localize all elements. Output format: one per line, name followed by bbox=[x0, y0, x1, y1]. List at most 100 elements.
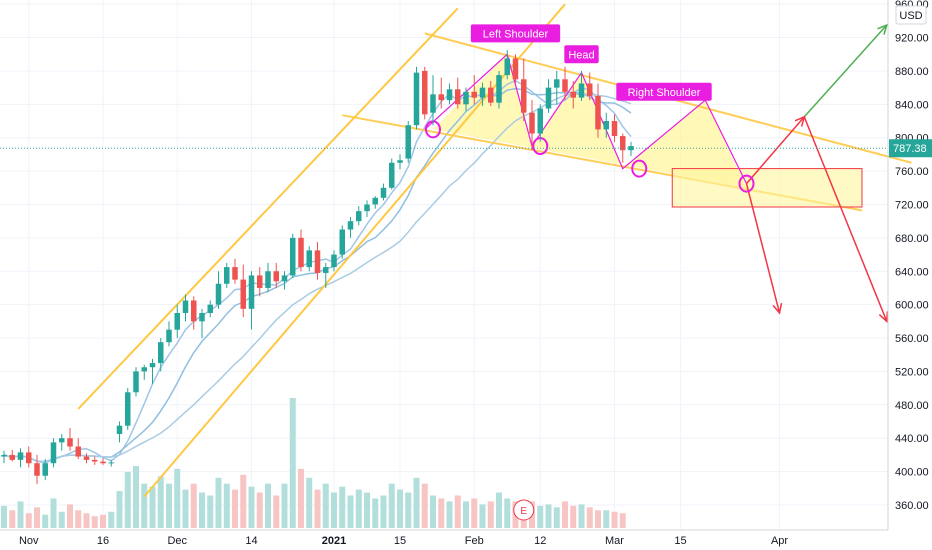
candle-body bbox=[207, 304, 213, 313]
candle-body bbox=[389, 162, 395, 188]
volume-bar bbox=[289, 398, 296, 528]
candle-body bbox=[298, 237, 304, 268]
time-tick-label: 14 bbox=[245, 535, 257, 547]
drawings: E bbox=[77, 3, 912, 521]
time-tick-label: 15 bbox=[394, 535, 406, 547]
candle-body bbox=[281, 275, 288, 282]
volume-bar bbox=[116, 491, 123, 528]
candle-body bbox=[496, 75, 502, 103]
time-tick-label: Dec bbox=[167, 535, 187, 547]
channel-upper-line bbox=[77, 7, 459, 410]
candle-body bbox=[587, 83, 593, 96]
volume-bar bbox=[174, 468, 181, 528]
volume-bar bbox=[372, 498, 379, 528]
candle-body bbox=[34, 463, 40, 476]
candle-body bbox=[273, 271, 279, 282]
candle-body bbox=[488, 87, 494, 103]
volume-bar bbox=[487, 501, 494, 528]
volume-bar bbox=[166, 483, 172, 528]
candle-body bbox=[83, 456, 90, 460]
pattern-fill-area bbox=[433, 54, 747, 188]
volume-bar bbox=[17, 501, 24, 528]
candle-body bbox=[116, 425, 123, 435]
volume-bar bbox=[108, 511, 115, 528]
volume-bar bbox=[265, 483, 271, 528]
volume-bar bbox=[446, 501, 453, 528]
volume-bar bbox=[124, 471, 131, 528]
annotation-label: Left Shoulder bbox=[483, 28, 549, 40]
volume-bar bbox=[496, 492, 502, 528]
volume-bar bbox=[413, 477, 420, 528]
volume-bar bbox=[25, 513, 32, 528]
candle-body bbox=[380, 187, 387, 198]
volume-bar bbox=[562, 501, 568, 528]
arrow-head-icon bbox=[772, 303, 783, 315]
annotation-label-bg bbox=[564, 45, 599, 64]
candle-body bbox=[422, 70, 428, 115]
volume-bar bbox=[232, 489, 238, 528]
candle-body bbox=[529, 112, 535, 134]
volume-bar bbox=[537, 505, 544, 528]
candle-body bbox=[59, 438, 65, 443]
price-tick-label: 720.00 bbox=[895, 199, 929, 211]
price-tick-label: 520.00 bbox=[895, 366, 929, 378]
grid bbox=[0, 0, 888, 530]
price-tick-label: 920.00 bbox=[895, 33, 929, 45]
price-tick-label: 640.00 bbox=[895, 266, 929, 278]
candle-body bbox=[42, 463, 48, 476]
time-tick-label: Nov bbox=[19, 535, 39, 547]
volume-bar bbox=[207, 495, 214, 528]
volume-bar bbox=[91, 516, 98, 528]
candle-body bbox=[166, 329, 172, 343]
volume-bar bbox=[619, 513, 626, 528]
volume-bar bbox=[281, 483, 288, 528]
volume-bar bbox=[75, 510, 82, 528]
candles bbox=[1, 50, 634, 485]
pivot-circle bbox=[738, 174, 755, 193]
annotation-label: Right Shoulder bbox=[628, 87, 701, 99]
volume-bar bbox=[149, 486, 156, 528]
price-tick-label: 600.00 bbox=[895, 300, 929, 312]
volume-bar bbox=[430, 495, 436, 528]
time-axis[interactable]: Nov 16 Dec 14 2021 15 Feb 12 Mar 15 Apr bbox=[0, 529, 888, 547]
volume-bar bbox=[50, 498, 57, 528]
volume-bar bbox=[322, 483, 329, 528]
time-tick-label: 2021 bbox=[322, 535, 346, 547]
volume-bar bbox=[248, 486, 255, 528]
candle-body bbox=[545, 87, 552, 109]
candle-body bbox=[191, 300, 197, 322]
volume-bar bbox=[586, 507, 593, 528]
candle-body bbox=[158, 342, 164, 364]
volume-bar bbox=[364, 492, 370, 528]
candle-body bbox=[257, 275, 263, 288]
candle-body bbox=[405, 125, 411, 159]
volume-bar bbox=[380, 495, 387, 528]
candle-body bbox=[438, 94, 444, 101]
price-tick-label: 560.00 bbox=[895, 333, 929, 345]
volume-bar bbox=[438, 498, 445, 528]
price-axis[interactable]: 360.00 400.00 440.00 480.00 520.00 560.00 600.… bbox=[0, 0, 932, 530]
candle-body bbox=[578, 83, 585, 98]
candle-body bbox=[537, 108, 543, 134]
volume-bar bbox=[157, 476, 164, 528]
candle-body bbox=[75, 446, 81, 457]
time-tick-label: Apr bbox=[771, 535, 788, 547]
candle-body bbox=[67, 438, 73, 447]
target-zone-box bbox=[671, 168, 863, 208]
volume-bar bbox=[347, 495, 354, 528]
annotation-label-bg bbox=[616, 82, 712, 101]
candle-body bbox=[50, 442, 57, 464]
time-tick-label: Feb bbox=[465, 535, 484, 547]
volume-bar bbox=[190, 483, 197, 528]
candle-body bbox=[504, 58, 510, 76]
volume-bar bbox=[199, 492, 205, 528]
candle-body bbox=[562, 79, 568, 92]
candle-body bbox=[570, 91, 576, 98]
candle-body bbox=[215, 283, 222, 305]
volume-bar bbox=[471, 498, 478, 528]
candle-body bbox=[232, 267, 238, 280]
volume-bar bbox=[463, 501, 469, 528]
arrow-head-icon bbox=[878, 311, 889, 323]
annotations: Left Shoulder Head Right Shoulder bbox=[470, 24, 712, 101]
